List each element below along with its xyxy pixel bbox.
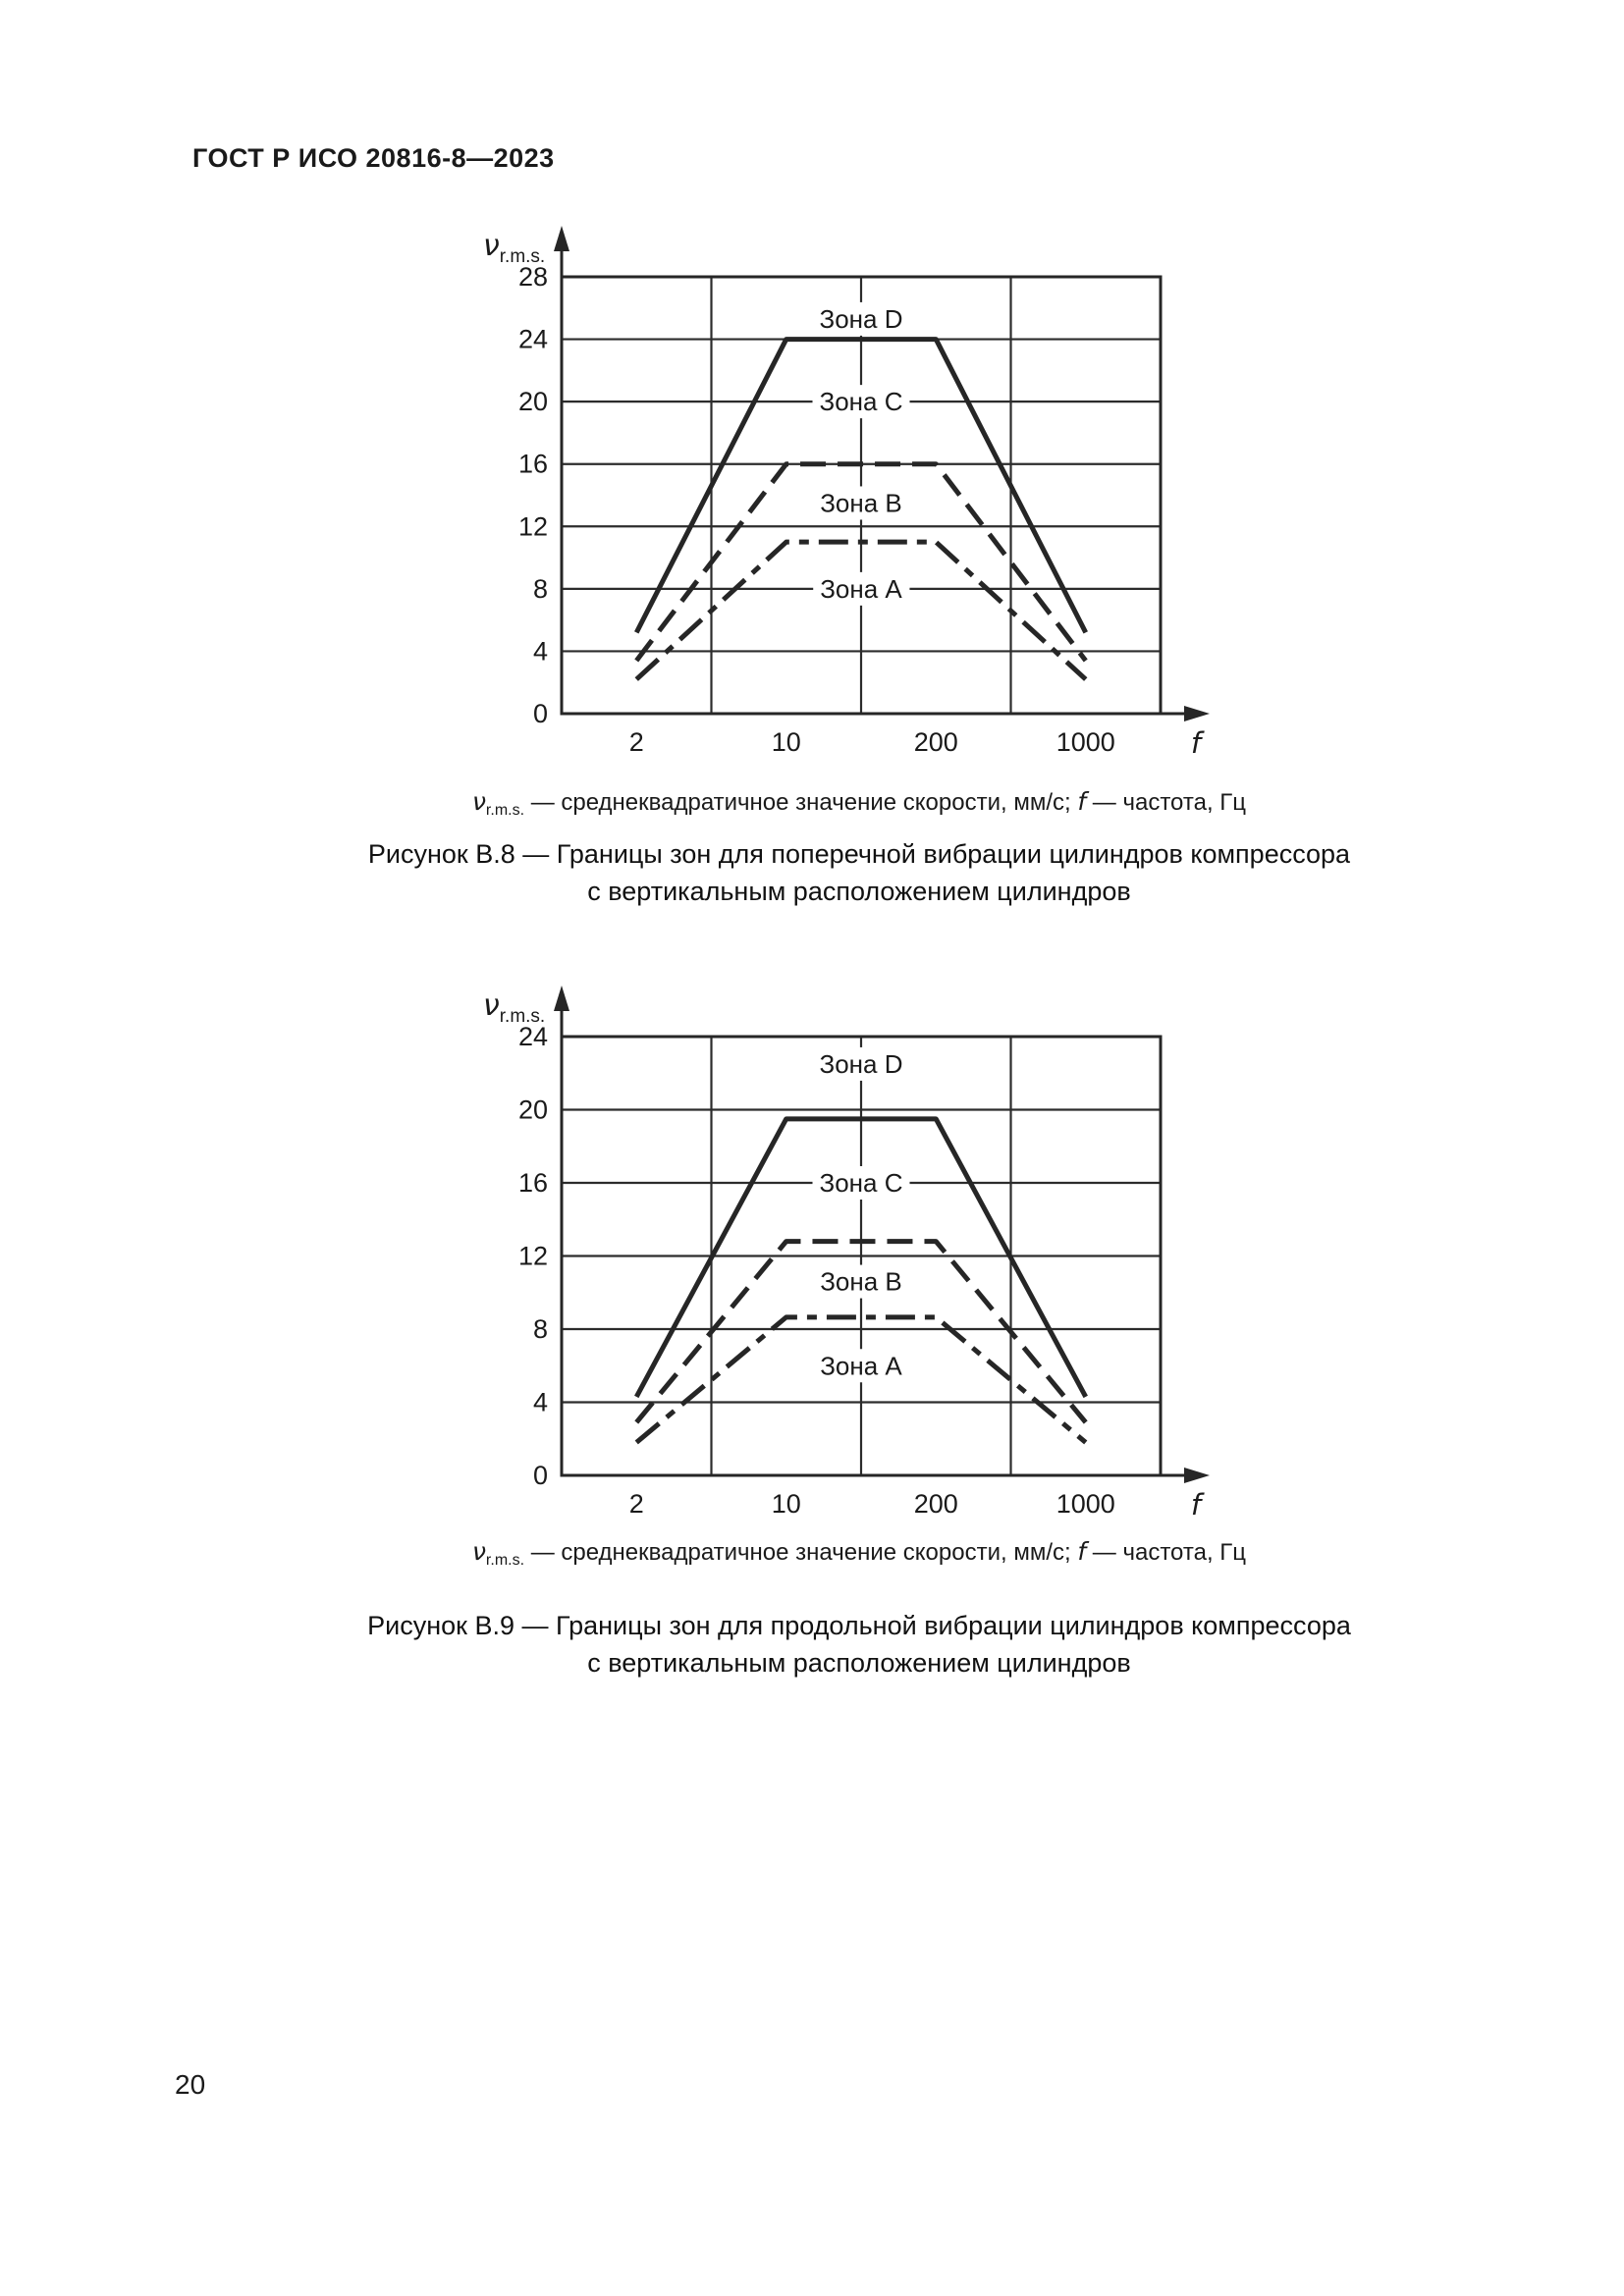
figure-b8-caption-line2: с вертикальным расположением цилиндров xyxy=(587,877,1131,906)
zone-label-mask xyxy=(813,1264,909,1299)
x-tick-label: 1000 xyxy=(1056,727,1115,757)
zone-boundary-dashdot xyxy=(634,539,1088,681)
y-tick-label: 24 xyxy=(518,1022,548,1051)
v-rms-definition: — среднеквадратичное значение скорости, … xyxy=(524,789,1078,816)
x-tick-label: 200 xyxy=(914,1489,958,1519)
zone-label-mask xyxy=(813,571,910,606)
y-tick-label: 20 xyxy=(518,1095,548,1125)
x-axis-arrow-icon xyxy=(1184,1468,1210,1483)
figure-b9-caption-line1: Рисунок В.9 — Границы зон для продольной… xyxy=(367,1611,1351,1640)
x-tick-label: 2 xyxy=(629,1489,644,1519)
y-axis-arrow-icon xyxy=(554,226,569,251)
document-header: ГОСТ Р ИСО 20816-8—2023 xyxy=(192,143,555,173)
y-tick-label: 0 xyxy=(533,1461,548,1490)
y-tick-label: 0 xyxy=(533,699,548,728)
zone-boundary-dashed xyxy=(634,1239,1088,1424)
zone-boundary-solid xyxy=(634,337,1088,634)
y-tick-label: 12 xyxy=(518,511,548,541)
page-number: 20 xyxy=(175,2069,206,2100)
y-tick-label: 16 xyxy=(518,450,548,479)
zone-label: Зона D xyxy=(820,1049,903,1079)
figure-b9-caption: Рисунок В.9 — Границы зон для продольной… xyxy=(196,1607,1522,1682)
figure-b9: 0 4 8 12 16 20 24 2 10 200 1000 f νr.m.s. Зона D Зона … xyxy=(422,962,1237,1541)
v-rms-subscript: r.m.s. xyxy=(485,1552,525,1569)
zone-label-mask xyxy=(813,1349,910,1383)
y-tick-label: 16 xyxy=(518,1168,548,1198)
zone-boundary-dashed xyxy=(634,461,1088,663)
f-symbol: f xyxy=(1077,1537,1087,1566)
v-rms-definition: — среднеквадратичное значение скорости, … xyxy=(524,1539,1078,1566)
figure-b8-caption-line1: Рисунок В.8 — Границы зон для поперечной… xyxy=(367,839,1351,869)
y-tick-label: 20 xyxy=(518,387,548,416)
zone-label: Зона B xyxy=(820,488,902,517)
y-tick-label: 4 xyxy=(533,636,548,666)
x-axis-arrow-icon xyxy=(1184,706,1210,721)
x-tick-label: 10 xyxy=(772,727,801,757)
y-axis-symbol: νr.m.s. xyxy=(483,988,545,1027)
zone-label: Зона B xyxy=(820,1267,902,1297)
zone-boundary-chart-b9: 0 4 8 12 16 20 24 2 10 200 1000 f νr.m.s. Зона D Зона … xyxy=(483,986,1210,1522)
zone-boundary-solid xyxy=(634,1116,1088,1399)
f-definition: — частота, Гц xyxy=(1086,789,1247,816)
zone-label-mask xyxy=(812,1166,910,1200)
zone-label: Зона A xyxy=(820,574,902,604)
zone-label-mask xyxy=(812,1046,910,1081)
x-tick-label: 10 xyxy=(772,1489,801,1519)
figure-b9-caption-line2: с вертикальным расположением цилиндров xyxy=(587,1648,1131,1678)
zone-label: Зона C xyxy=(820,1168,903,1198)
figure-b9-legend: νr.m.s. — среднеквадратичное значение ск… xyxy=(196,1537,1522,1570)
f-definition: — частота, Гц xyxy=(1086,1539,1247,1566)
x-tick-label: 2 xyxy=(629,727,644,757)
y-tick-label: 8 xyxy=(533,574,548,604)
v-rms-symbol: ν xyxy=(471,1537,486,1566)
y-axis-arrow-icon xyxy=(554,986,569,1011)
y-tick-label: 4 xyxy=(533,1388,548,1417)
figure-b8-legend: νr.m.s. — среднеквадратичное значение ск… xyxy=(196,787,1522,820)
y-tick-label: 12 xyxy=(518,1242,548,1271)
v-rms-subscript: r.m.s. xyxy=(485,802,525,819)
figure-b8-caption: Рисунок В.8 — Границы зон для поперечной… xyxy=(196,835,1522,910)
x-tick-label: 200 xyxy=(914,727,958,757)
x-axis-symbol: f xyxy=(1191,726,1205,760)
y-tick-label: 24 xyxy=(518,325,548,354)
zone-label: Зона C xyxy=(820,387,903,416)
figure-b8: 0 4 8 12 16 20 24 28 2 10 200 1000 f νr.m.s. Зона D Зон… xyxy=(422,196,1237,775)
zone-boundary-chart-b8: 0 4 8 12 16 20 24 28 2 10 200 1000 f νr.m.s. Зона D Зон… xyxy=(483,226,1210,760)
f-symbol: f xyxy=(1077,787,1087,816)
zone-label-mask xyxy=(813,486,909,520)
y-tick-label: 8 xyxy=(533,1314,548,1344)
zone-label: Зона A xyxy=(820,1351,902,1380)
zone-label-mask xyxy=(812,301,910,336)
v-rms-symbol: ν xyxy=(471,787,486,816)
y-axis-symbol: νr.m.s. xyxy=(483,229,545,267)
zone-label: Зона D xyxy=(820,304,903,334)
x-tick-label: 1000 xyxy=(1056,1489,1115,1519)
zone-label-mask xyxy=(812,385,910,419)
y-tick-label: 28 xyxy=(518,262,548,292)
x-axis-symbol: f xyxy=(1191,1488,1205,1522)
